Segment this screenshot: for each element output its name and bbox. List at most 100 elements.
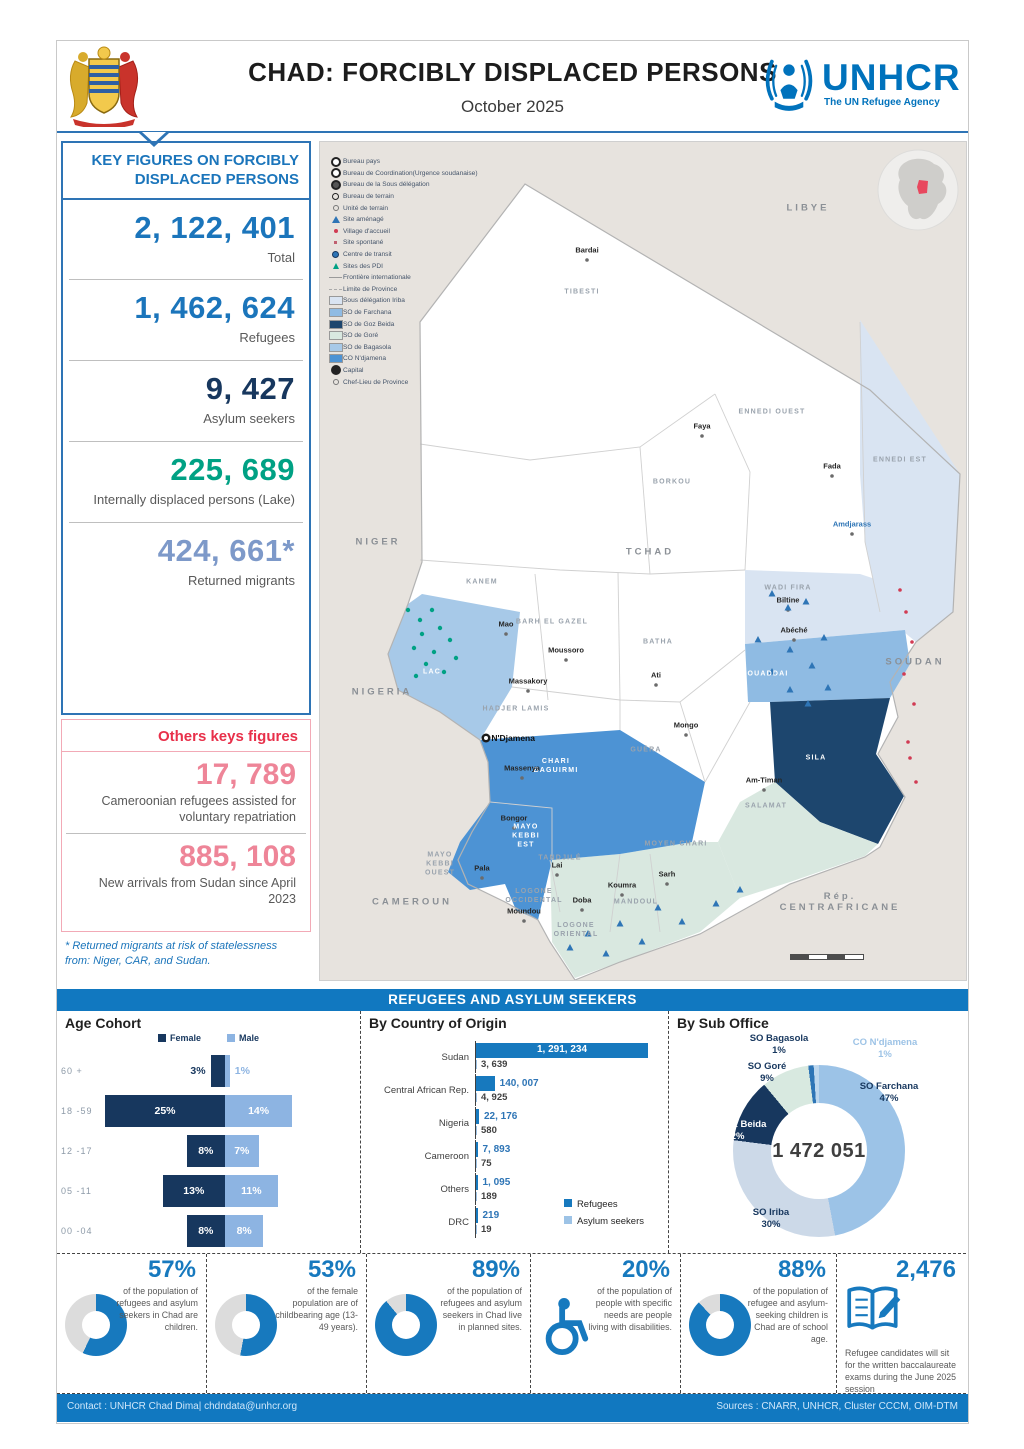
unit-field-icon <box>328 205 343 212</box>
legend-item: SO de Goré <box>328 330 478 342</box>
stats-row: 57% of the population of refugees and asy… <box>57 1254 966 1394</box>
stat-donut-icon <box>689 1294 751 1356</box>
legend-item: Unité de terrain <box>328 202 478 214</box>
origin-row: Sudan 1, 291, 234 3, 639 <box>367 1041 664 1073</box>
stat-card: 2,476 Refugee candidates will sit for the… <box>837 1254 966 1394</box>
legend-item: Centre de transit <box>328 249 478 261</box>
header-rule <box>57 131 968 133</box>
stat-donut-icon <box>375 1294 437 1356</box>
legend-item: Site aménagé <box>328 214 478 226</box>
other-figures-panel: Others keys figures 17, 789 Cameroonian r… <box>61 719 311 932</box>
footer-contact: Contact : UNHCR Chad Dima| chdndata@unhc… <box>67 1401 298 1412</box>
stat-value: 88% <box>777 1256 826 1283</box>
donut-label: CO N'djamena 1% <box>852 1037 918 1060</box>
origin-row: Cameroon 7, 893 75 <box>367 1140 664 1172</box>
legend-female: Female <box>157 1033 201 1043</box>
legend-asylum-seekers: Asylum seekers <box>563 1216 644 1227</box>
region-sila <box>770 698 904 844</box>
unhcr-tagline: The UN Refugee Agency <box>824 97 940 108</box>
stat-value: 53% <box>307 1256 356 1283</box>
donut-total: 1 472 051 <box>771 1103 867 1199</box>
region-salamat <box>718 782 878 898</box>
age-cohort-chart: Age Cohort Female Male 60 +3% 1% 18 -59 25%… <box>57 1011 361 1253</box>
stat-text: Refugee candidates will sit for the writ… <box>845 1348 957 1394</box>
transit-centre-icon <box>328 251 343 259</box>
age-cohort-title: Age Cohort <box>65 1015 142 1031</box>
stat-card: 88% of the population of refugee and asyl… <box>681 1254 837 1393</box>
wheelchair-icon <box>537 1296 595 1363</box>
age-cohort-legend: Female Male <box>57 1033 360 1043</box>
exam-book-icon <box>843 1284 905 1339</box>
sub-office-chart: By Sub Office 1 472 051 SO Farchana 47% S… <box>669 1011 966 1253</box>
unhcr-emblem-icon <box>765 59 813 111</box>
footer-sources: Sources : CNARR, UNHCR, Cluster CCCM, OI… <box>716 1401 958 1412</box>
legend-item: Sous délégation Iriba <box>328 295 478 307</box>
swatch:#d9e8e0-icon <box>328 331 343 341</box>
stat-text: of the female population are of childbea… <box>275 1286 358 1332</box>
key-figure: 225, 689 Internally displaced persons (La… <box>93 452 295 508</box>
swatch:#a7c9e8-icon <box>328 342 343 352</box>
legend-male: Male <box>227 1033 259 1043</box>
country-of-origin-chart: By Country of Origin Sudan 1, 291, 234 3, … <box>361 1011 669 1253</box>
age-row: 18 -59 25% 14% <box>61 1091 358 1131</box>
stat-value: 20% <box>621 1256 670 1283</box>
age-row: 05 -11 13% 11% <box>61 1171 358 1211</box>
country-of-origin-title: By Country of Origin <box>369 1015 507 1031</box>
footer: Contact : UNHCR Chad Dima| chdndata@unhc… <box>57 1394 968 1422</box>
region-ennedi-est <box>860 320 960 642</box>
office-country-icon <box>328 156 343 167</box>
key-figures-heading: KEY FIGURES ON FORCIBLY DISPLACED PERSON… <box>63 143 309 200</box>
age-cohort-rows: 60 +3% 1% 18 -59 25% 14% 12 -17 8% 7% 05 -11 13% 1… <box>61 1051 358 1251</box>
legend-item: SO de Goz Beida <box>328 318 478 330</box>
footnote: * Returned migrants at risk of stateless… <box>65 940 278 967</box>
origin-row: Nigeria 22, 176 580 <box>367 1107 664 1139</box>
legend-item: Village d'accueil <box>328 226 478 238</box>
office-coordination-icon <box>328 168 343 179</box>
other-figures-heading: Others keys figures <box>62 720 310 752</box>
stat-card: 57% of the population of refugees and asy… <box>57 1254 207 1393</box>
key-figure: 9, 427 Asylum seekers <box>203 371 295 427</box>
header-notch <box>139 132 169 147</box>
header: CHAD: FORCIBLY DISPLACED PERSONS October… <box>57 41 968 147</box>
chad-outline-stroke <box>387 183 961 980</box>
key-figure: 1, 462, 624 Refugees <box>134 290 295 346</box>
chad-highlight <box>917 180 928 194</box>
swatch:#8fbbe3-icon <box>328 308 343 318</box>
origin-row: Others 1, 095 189 <box>367 1173 664 1205</box>
legend-refugees: Refugees <box>563 1199 644 1210</box>
key-figures-panel: KEY FIGURES ON FORCIBLY DISPLACED PERSON… <box>61 141 311 715</box>
unhcr-wordmark: UNHCR <box>822 57 961 98</box>
section-banner: REFUGEES AND ASYLUM SEEKERS <box>57 989 968 1011</box>
stat-value: 89% <box>471 1256 520 1283</box>
key-figures-list: 2, 122, 401 Total 1, 462, 624 Refugees 9, 42… <box>63 200 309 590</box>
legend-item: Sites des PDI <box>328 260 478 272</box>
donut-label: SO Iriba 30% <box>752 1207 790 1230</box>
other-figure: 885, 108 New arrivals from Sudan since Ap… <box>98 840 296 906</box>
stat-text: of the population of refugees and asylum… <box>116 1286 198 1332</box>
stat-card: 53% of the female population are of child… <box>207 1254 367 1393</box>
age-row: 12 -17 8% 7% <box>61 1131 358 1171</box>
site-markers <box>405 258 918 957</box>
sub-office-donut: 1 472 051 SO Farchana 47% SO Iriba 30% SO … <box>675 1033 960 1251</box>
legend-item: Limite de Province <box>328 284 478 296</box>
capital-icon <box>328 365 343 376</box>
legend-item: CO N'djamena <box>328 353 478 365</box>
age-row: 00 -04 8% 8% <box>61 1211 358 1251</box>
region-chari-baguirmi <box>448 730 705 920</box>
page-title: CHAD: FORCIBLY DISPLACED PERSONS <box>248 57 777 87</box>
stat-text: of the population of refugee and asylum-… <box>747 1286 828 1344</box>
swatch:#4d93d4-icon <box>328 354 343 364</box>
office-field-icon <box>328 193 343 201</box>
report-date: October 2025 <box>460 97 564 116</box>
swatch:#d9e4f2-icon <box>328 296 343 306</box>
donut-label: SO Goz Beida 12% <box>703 1119 767 1142</box>
country-of-origin-legend: Refugees Asylum seekers <box>563 1193 644 1227</box>
legend-item: Bureau de la Sous délégation <box>328 179 478 191</box>
region-south <box>550 842 740 978</box>
map-scale-bar <box>790 954 864 960</box>
province-borders <box>419 321 881 933</box>
line-province-icon <box>328 288 343 290</box>
africa-globe-inset <box>877 149 959 231</box>
legend-item: SO de Farchana <box>328 307 478 319</box>
origin-row: DRC 219 19 <box>367 1206 664 1238</box>
